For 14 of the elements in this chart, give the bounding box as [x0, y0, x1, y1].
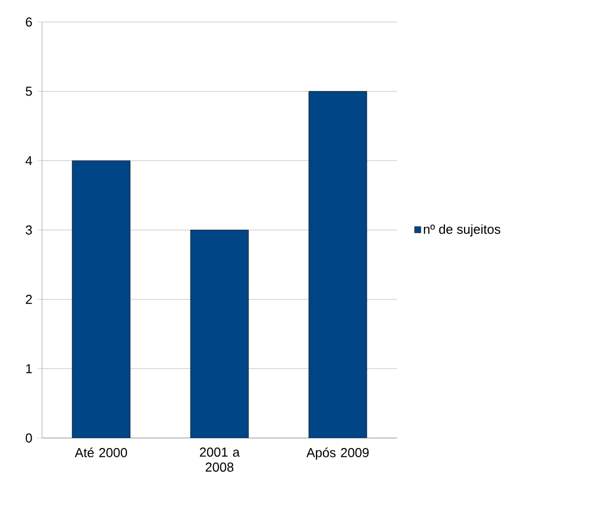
bar	[308, 91, 368, 438]
legend-label: nº de sujeitos	[424, 224, 500, 236]
y-tick-label: 0	[26, 433, 32, 443]
y-tick-label: 6	[26, 17, 32, 27]
x-tick-label: 2001 a 2008	[200, 448, 240, 472]
y-tick-label: 5	[26, 86, 32, 96]
bar	[190, 230, 249, 438]
x-tick-label: Após 2009	[306, 448, 369, 460]
y-tick-label: 1	[26, 364, 32, 374]
y-tick-label: 4	[26, 156, 32, 166]
y-tick-label: 2	[26, 294, 32, 304]
bar	[72, 160, 130, 438]
y-tick-label: 3	[26, 225, 32, 235]
x-tick-label: Até 2000	[74, 448, 128, 458]
